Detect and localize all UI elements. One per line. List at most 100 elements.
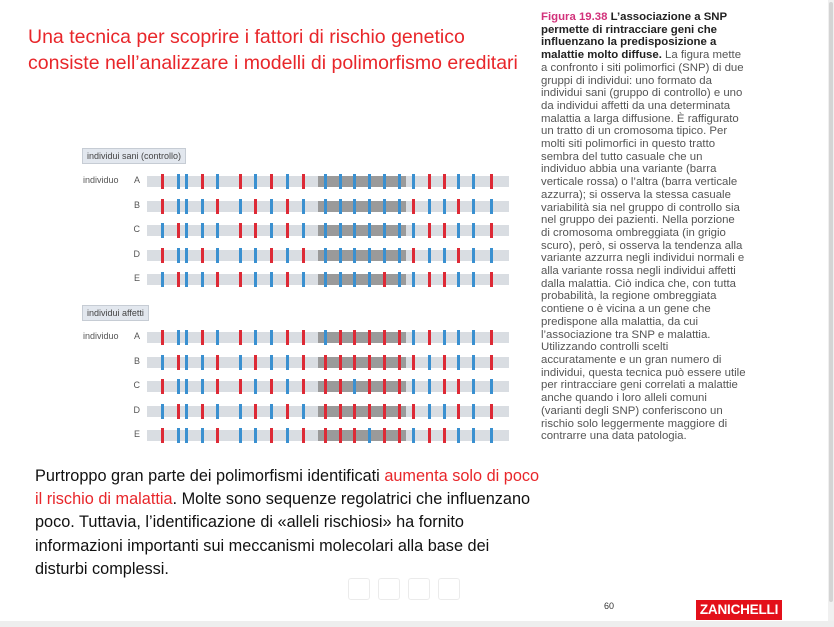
snp-blue-bar: [239, 403, 242, 419]
snp-red-bar: [428, 223, 431, 238]
snp-blue-bar: [383, 223, 386, 238]
snp-blue-bar: [368, 428, 371, 443]
individuo-label: individuo: [83, 331, 119, 341]
individual-letter: A: [133, 175, 140, 185]
snp-red-bar: [302, 428, 305, 443]
snp-red-bar: [353, 428, 356, 443]
snp-blue-bar: [472, 354, 475, 370]
snp-red-bar: [443, 272, 446, 287]
snp-red-bar: [177, 223, 180, 238]
snp-blue-bar: [457, 174, 460, 189]
snp-blue-bar: [353, 223, 356, 238]
snp-blue-bar: [216, 223, 219, 238]
snp-blue-bar: [368, 198, 371, 214]
snp-red-bar: [161, 198, 164, 214]
shaded-region: [318, 332, 406, 343]
snp-red-bar: [339, 403, 342, 419]
snp-blue-bar: [302, 272, 305, 287]
snp-blue-bar: [254, 247, 257, 263]
snp-red-bar: [286, 272, 289, 287]
snp-red-bar: [201, 174, 204, 189]
individual-letter: B: [133, 355, 140, 366]
snp-blue-bar: [324, 272, 327, 287]
snp-blue-bar: [286, 379, 289, 394]
scrollbar-thumb[interactable]: [829, 2, 833, 602]
snp-red-bar: [412, 354, 415, 370]
snp-red-bar: [398, 354, 401, 370]
snp-blue-bar: [302, 403, 305, 419]
individual-letter: C: [133, 224, 141, 234]
prev-slide-icon[interactable]: [348, 578, 370, 600]
snp-blue-bar: [472, 174, 475, 189]
snp-blue-bar: [185, 198, 188, 214]
snp-blue-bar: [201, 354, 204, 370]
presentation-controls[interactable]: [348, 578, 478, 604]
snp-red-bar: [270, 174, 273, 189]
snp-blue-bar: [398, 272, 401, 287]
snp-blue-bar: [457, 354, 460, 370]
snp-red-bar: [428, 272, 431, 287]
zoom-icon[interactable]: [378, 578, 400, 600]
snp-blue-bar: [428, 403, 431, 419]
chromosome-track: [147, 379, 509, 394]
snp-red-bar: [270, 247, 273, 263]
snp-blue-bar: [324, 198, 327, 214]
vertical-scrollbar[interactable]: [828, 0, 834, 627]
snp-blue-bar: [428, 198, 431, 214]
snp-blue-bar: [324, 174, 327, 189]
snp-red-bar: [239, 379, 242, 394]
snp-red-bar: [383, 272, 386, 287]
snp-blue-bar: [339, 198, 342, 214]
snp-blue-bar: [339, 223, 342, 238]
shaded-region: [318, 274, 406, 285]
snp-red-bar: [353, 403, 356, 419]
snp-blue-bar: [201, 272, 204, 287]
chromosome-track: [147, 198, 509, 214]
snp-blue-bar: [201, 379, 204, 394]
shaded-region: [318, 200, 406, 212]
snp-red-bar: [324, 428, 327, 443]
snp-blue-bar: [443, 403, 446, 419]
more-options-icon[interactable]: [438, 578, 460, 600]
snp-blue-bar: [270, 403, 273, 419]
snp-blue-bar: [254, 174, 257, 189]
snp-blue-bar: [185, 354, 188, 370]
snp-blue-bar: [490, 379, 493, 394]
snp-blue-bar: [286, 354, 289, 370]
bottom-paragraph: Purtroppo gran parte dei polimorfismi id…: [35, 465, 540, 581]
snp-red-bar: [457, 403, 460, 419]
snp-red-bar: [339, 354, 342, 370]
snp-blue-bar: [239, 428, 242, 443]
figure-caption: Figura 19.38 L’associazione a SNP permet…: [541, 11, 746, 443]
snp-blue-bar: [254, 272, 257, 287]
snp-blue-bar: [383, 174, 386, 189]
snp-red-bar: [286, 198, 289, 214]
snp-blue-bar: [398, 174, 401, 189]
next-slide-icon[interactable]: [408, 578, 430, 600]
snp-red-bar: [216, 198, 219, 214]
snp-red-bar: [201, 403, 204, 419]
snp-blue-bar: [254, 428, 257, 443]
snp-blue-bar: [412, 223, 415, 238]
snp-red-bar: [254, 198, 257, 214]
snp-red-bar: [457, 379, 460, 394]
snp-blue-bar: [472, 198, 475, 214]
snp-red-bar: [383, 354, 386, 370]
snp-blue-bar: [472, 379, 475, 394]
snp-red-bar: [443, 174, 446, 189]
snp-red-bar: [216, 272, 219, 287]
snp-blue-bar: [270, 223, 273, 238]
snp-blue-bar: [412, 330, 415, 345]
snp-red-bar: [490, 272, 493, 287]
snp-blue-bar: [201, 198, 204, 214]
group-label-controllo: individui sani (controllo): [82, 148, 187, 164]
snp-blue-bar: [177, 198, 180, 214]
chromosome-track: [147, 354, 509, 370]
snp-red-bar: [216, 428, 219, 443]
individuo-label: individuo: [83, 175, 119, 185]
snp-blue-bar: [185, 428, 188, 443]
snp-red-bar: [490, 330, 493, 345]
snp-blue-bar: [472, 223, 475, 238]
snp-blue-bar: [239, 354, 242, 370]
snp-blue-bar: [398, 247, 401, 263]
